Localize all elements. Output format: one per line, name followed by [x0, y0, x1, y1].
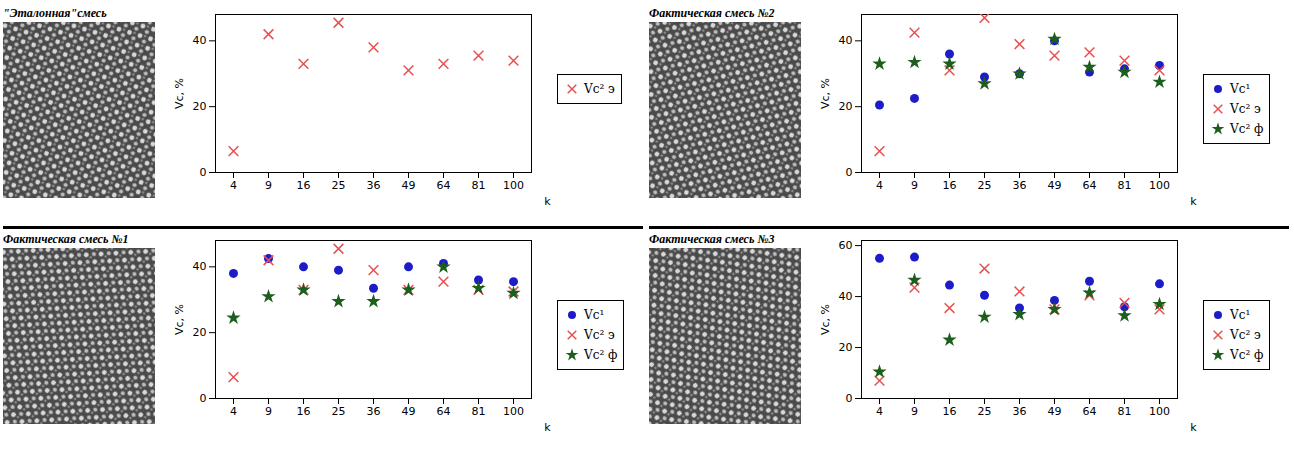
svg-text:36: 36 — [367, 179, 381, 192]
svg-text:40: 40 — [193, 260, 207, 273]
svg-text:49: 49 — [402, 405, 416, 418]
svg-text:16: 16 — [943, 179, 957, 192]
svg-text:100: 100 — [1149, 179, 1170, 192]
svg-text:100: 100 — [1149, 405, 1170, 418]
svg-text:81: 81 — [1118, 179, 1132, 192]
svg-text:Vc, %: Vc, % — [173, 304, 186, 335]
svg-text:9: 9 — [265, 405, 272, 418]
svg-text:0: 0 — [200, 166, 207, 179]
html-text:Фактическая смесь №1: Фактическая смесь №1 — [3, 232, 129, 246]
svg-text:9: 9 — [911, 179, 918, 192]
html-text:Vc² э: Vc² э — [584, 328, 615, 342]
svg-text:64: 64 — [437, 405, 451, 418]
svg-text:100: 100 — [503, 405, 524, 418]
svg-text:9: 9 — [911, 405, 918, 418]
svg-text:40: 40 — [193, 34, 207, 47]
html-text:Фактическая смесь №3: Фактическая смесь №3 — [649, 232, 775, 246]
svg-text:Vc, %: Vc, % — [819, 78, 832, 109]
svg-text:16: 16 — [297, 405, 311, 418]
html-text:Vc² э: Vc² э — [1230, 102, 1261, 116]
svg-text:20: 20 — [193, 100, 207, 113]
svg-text:81: 81 — [1118, 405, 1132, 418]
svg-text:k: k — [1190, 195, 1197, 208]
svg-text:40: 40 — [839, 34, 853, 47]
svg-text:49: 49 — [1048, 405, 1062, 418]
svg-text:81: 81 — [472, 179, 486, 192]
html-text:Vc² ф: Vc² ф — [1230, 348, 1264, 362]
html-text:Vc² ф: Vc² ф — [584, 348, 618, 362]
html-text:Фактическая смесь №2: Фактическая смесь №2 — [649, 6, 775, 20]
svg-text:36: 36 — [1013, 179, 1027, 192]
svg-text:36: 36 — [1013, 405, 1027, 418]
svg-text:64: 64 — [1083, 179, 1097, 192]
svg-text:25: 25 — [978, 405, 992, 418]
svg-text:64: 64 — [1083, 405, 1097, 418]
svg-text:4: 4 — [230, 179, 237, 192]
html-text:Vc² э: Vc² э — [584, 82, 615, 96]
svg-text:49: 49 — [402, 179, 416, 192]
svg-text:40: 40 — [839, 290, 853, 303]
svg-text:60: 60 — [839, 239, 853, 252]
svg-text:25: 25 — [978, 179, 992, 192]
html-text:Vc¹: Vc¹ — [1230, 82, 1251, 96]
svg-text:k: k — [544, 195, 551, 208]
svg-text:k: k — [544, 421, 551, 434]
svg-text:k: k — [1190, 421, 1197, 434]
svg-text:9: 9 — [265, 179, 272, 192]
svg-text:100: 100 — [503, 179, 524, 192]
svg-text:4: 4 — [876, 405, 883, 418]
svg-text:20: 20 — [193, 326, 207, 339]
svg-text:25: 25 — [332, 179, 346, 192]
svg-text:25: 25 — [332, 405, 346, 418]
svg-text:20: 20 — [839, 100, 853, 113]
html-text:Vc² ф: Vc² ф — [1230, 122, 1264, 136]
html-text:Vc¹: Vc¹ — [1230, 308, 1251, 322]
svg-text:4: 4 — [230, 405, 237, 418]
svg-text:0: 0 — [846, 392, 853, 405]
svg-text:0: 0 — [200, 392, 207, 405]
svg-text:16: 16 — [943, 405, 957, 418]
svg-text:49: 49 — [1048, 179, 1062, 192]
svg-text:81: 81 — [472, 405, 486, 418]
html-text:Vc² э: Vc² э — [1230, 328, 1261, 342]
svg-text:64: 64 — [437, 179, 451, 192]
svg-text:36: 36 — [367, 405, 381, 418]
svg-text:Vc, %: Vc, % — [173, 78, 186, 109]
html-text:"Эталонная"смесь: "Эталонная"смесь — [3, 6, 107, 20]
svg-text:Vc, %: Vc, % — [819, 304, 832, 335]
svg-text:16: 16 — [297, 179, 311, 192]
svg-text:0: 0 — [846, 166, 853, 179]
html-text:Vc¹: Vc¹ — [584, 308, 605, 322]
svg-text:20: 20 — [839, 341, 853, 354]
svg-text:4: 4 — [876, 179, 883, 192]
